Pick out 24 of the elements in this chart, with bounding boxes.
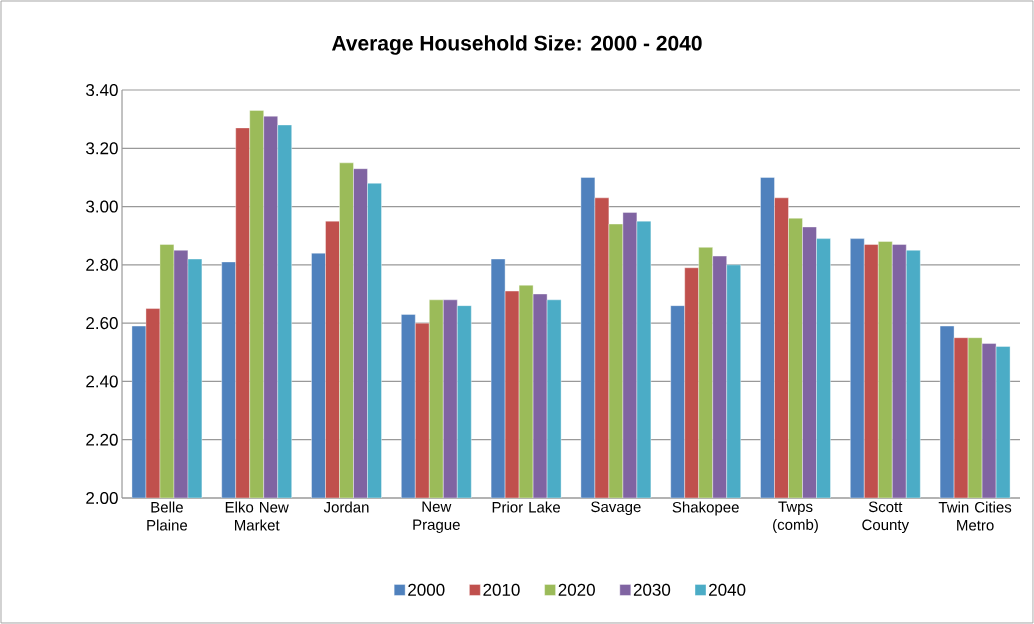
x-tick-label: Jordan — [323, 501, 369, 513]
y-tick-label: 3.40 — [86, 83, 118, 97]
legend-label: 2010 — [483, 583, 520, 596]
x-tick-label: Scott County — [862, 501, 910, 534]
x-tick-label: Elko New Market — [225, 501, 289, 531]
y-tick-label: 2.00 — [86, 491, 118, 505]
x-tick-label: Twps (comb) — [773, 501, 818, 533]
legend-label: 2030 — [633, 583, 671, 596]
x-tick-label: New Prague — [413, 501, 460, 533]
y-tick-label: 3.20 — [86, 142, 118, 155]
x-tick-label: Twin Cities Metro — [938, 501, 1012, 531]
y-tick-label: 2.60 — [86, 317, 118, 330]
x-tick-label: Prior Lake — [492, 501, 561, 513]
y-tick-label: 2.80 — [86, 258, 118, 271]
legend-label: 2000 — [408, 583, 445, 596]
x-tick-label: Shakopee — [672, 501, 739, 516]
legend-label: 2020 — [558, 583, 595, 596]
y-tick-label: 3.00 — [86, 200, 118, 213]
x-tick-label: Belle Plaine — [147, 501, 188, 531]
x-tick-label: Savage — [591, 501, 641, 516]
chart-title: Average Household Size: 2000 - 2040 — [331, 35, 702, 55]
y-tick-label: 2.40 — [86, 375, 118, 388]
legend-label: 2040 — [709, 583, 746, 596]
y-tick-label: 2.20 — [86, 433, 118, 446]
